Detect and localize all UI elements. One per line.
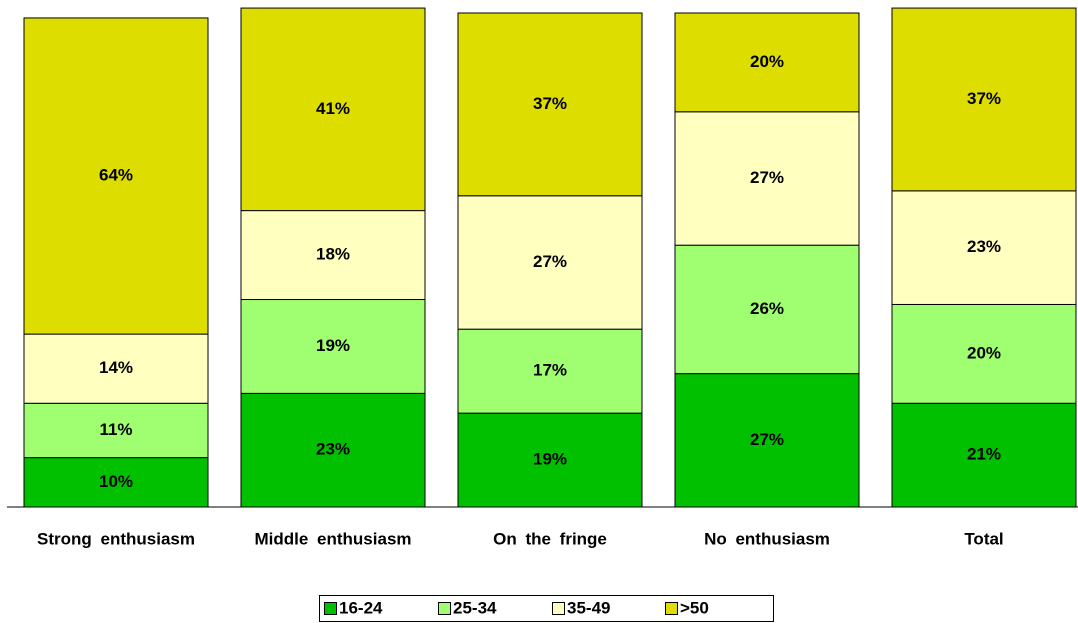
bar-segment (23, 402, 209, 459)
data-label: 19% (533, 450, 567, 469)
data-label: 23% (316, 440, 350, 459)
legend-swatch (438, 602, 451, 615)
bar-segment (674, 12, 860, 113)
data-label: 37% (967, 89, 1001, 108)
data-label: 26% (750, 299, 784, 318)
bar-segment (240, 299, 426, 394)
data-label: 20% (967, 343, 1001, 362)
bar-segment (23, 457, 209, 508)
x-tick-label: No enthusiasm (704, 529, 830, 548)
x-tick-label: Strong enthusiasm (37, 529, 195, 548)
legend-label: 25-34 (453, 598, 497, 617)
data-label: 27% (750, 168, 784, 187)
data-label: 27% (750, 430, 784, 449)
bar-segment (240, 210, 426, 301)
legend-label: 35-49 (567, 598, 610, 617)
bar-segment (240, 392, 426, 508)
data-label: 27% (533, 252, 567, 271)
data-label: 17% (533, 361, 567, 380)
data-label: 18% (316, 245, 350, 264)
bar-segment (457, 12, 643, 197)
data-label: 11% (99, 420, 132, 439)
bar-segment (891, 190, 1077, 305)
data-label: 64% (99, 166, 133, 185)
x-tick-label: Total (964, 529, 1003, 548)
data-label: 19% (316, 336, 350, 355)
legend-swatch (324, 602, 337, 615)
x-tick-label: Middle enthusiasm (254, 529, 411, 548)
legend-label: >50 (680, 598, 709, 617)
legend-swatch (665, 602, 678, 615)
bar-segment (457, 195, 643, 330)
data-label: 14% (99, 358, 133, 377)
data-label: 41% (316, 99, 350, 118)
data-label: 10% (99, 472, 133, 491)
bar-segment (457, 328, 643, 414)
data-label: 23% (967, 237, 1001, 256)
legend-box (319, 595, 774, 622)
data-label: 37% (533, 94, 567, 113)
data-label: 21% (967, 445, 1001, 464)
bar-segment (23, 17, 209, 335)
bar-segment (674, 111, 860, 246)
data-label: 20% (750, 52, 784, 71)
x-tick-label: On the fringe (493, 529, 607, 548)
bar-segment (891, 402, 1077, 508)
legend-label: 16-24 (339, 598, 383, 617)
bar-segment (891, 7, 1077, 192)
bar-segment (891, 303, 1077, 404)
bar-segment (674, 373, 860, 508)
bar-segment (240, 7, 426, 212)
legend-swatch (552, 602, 565, 615)
